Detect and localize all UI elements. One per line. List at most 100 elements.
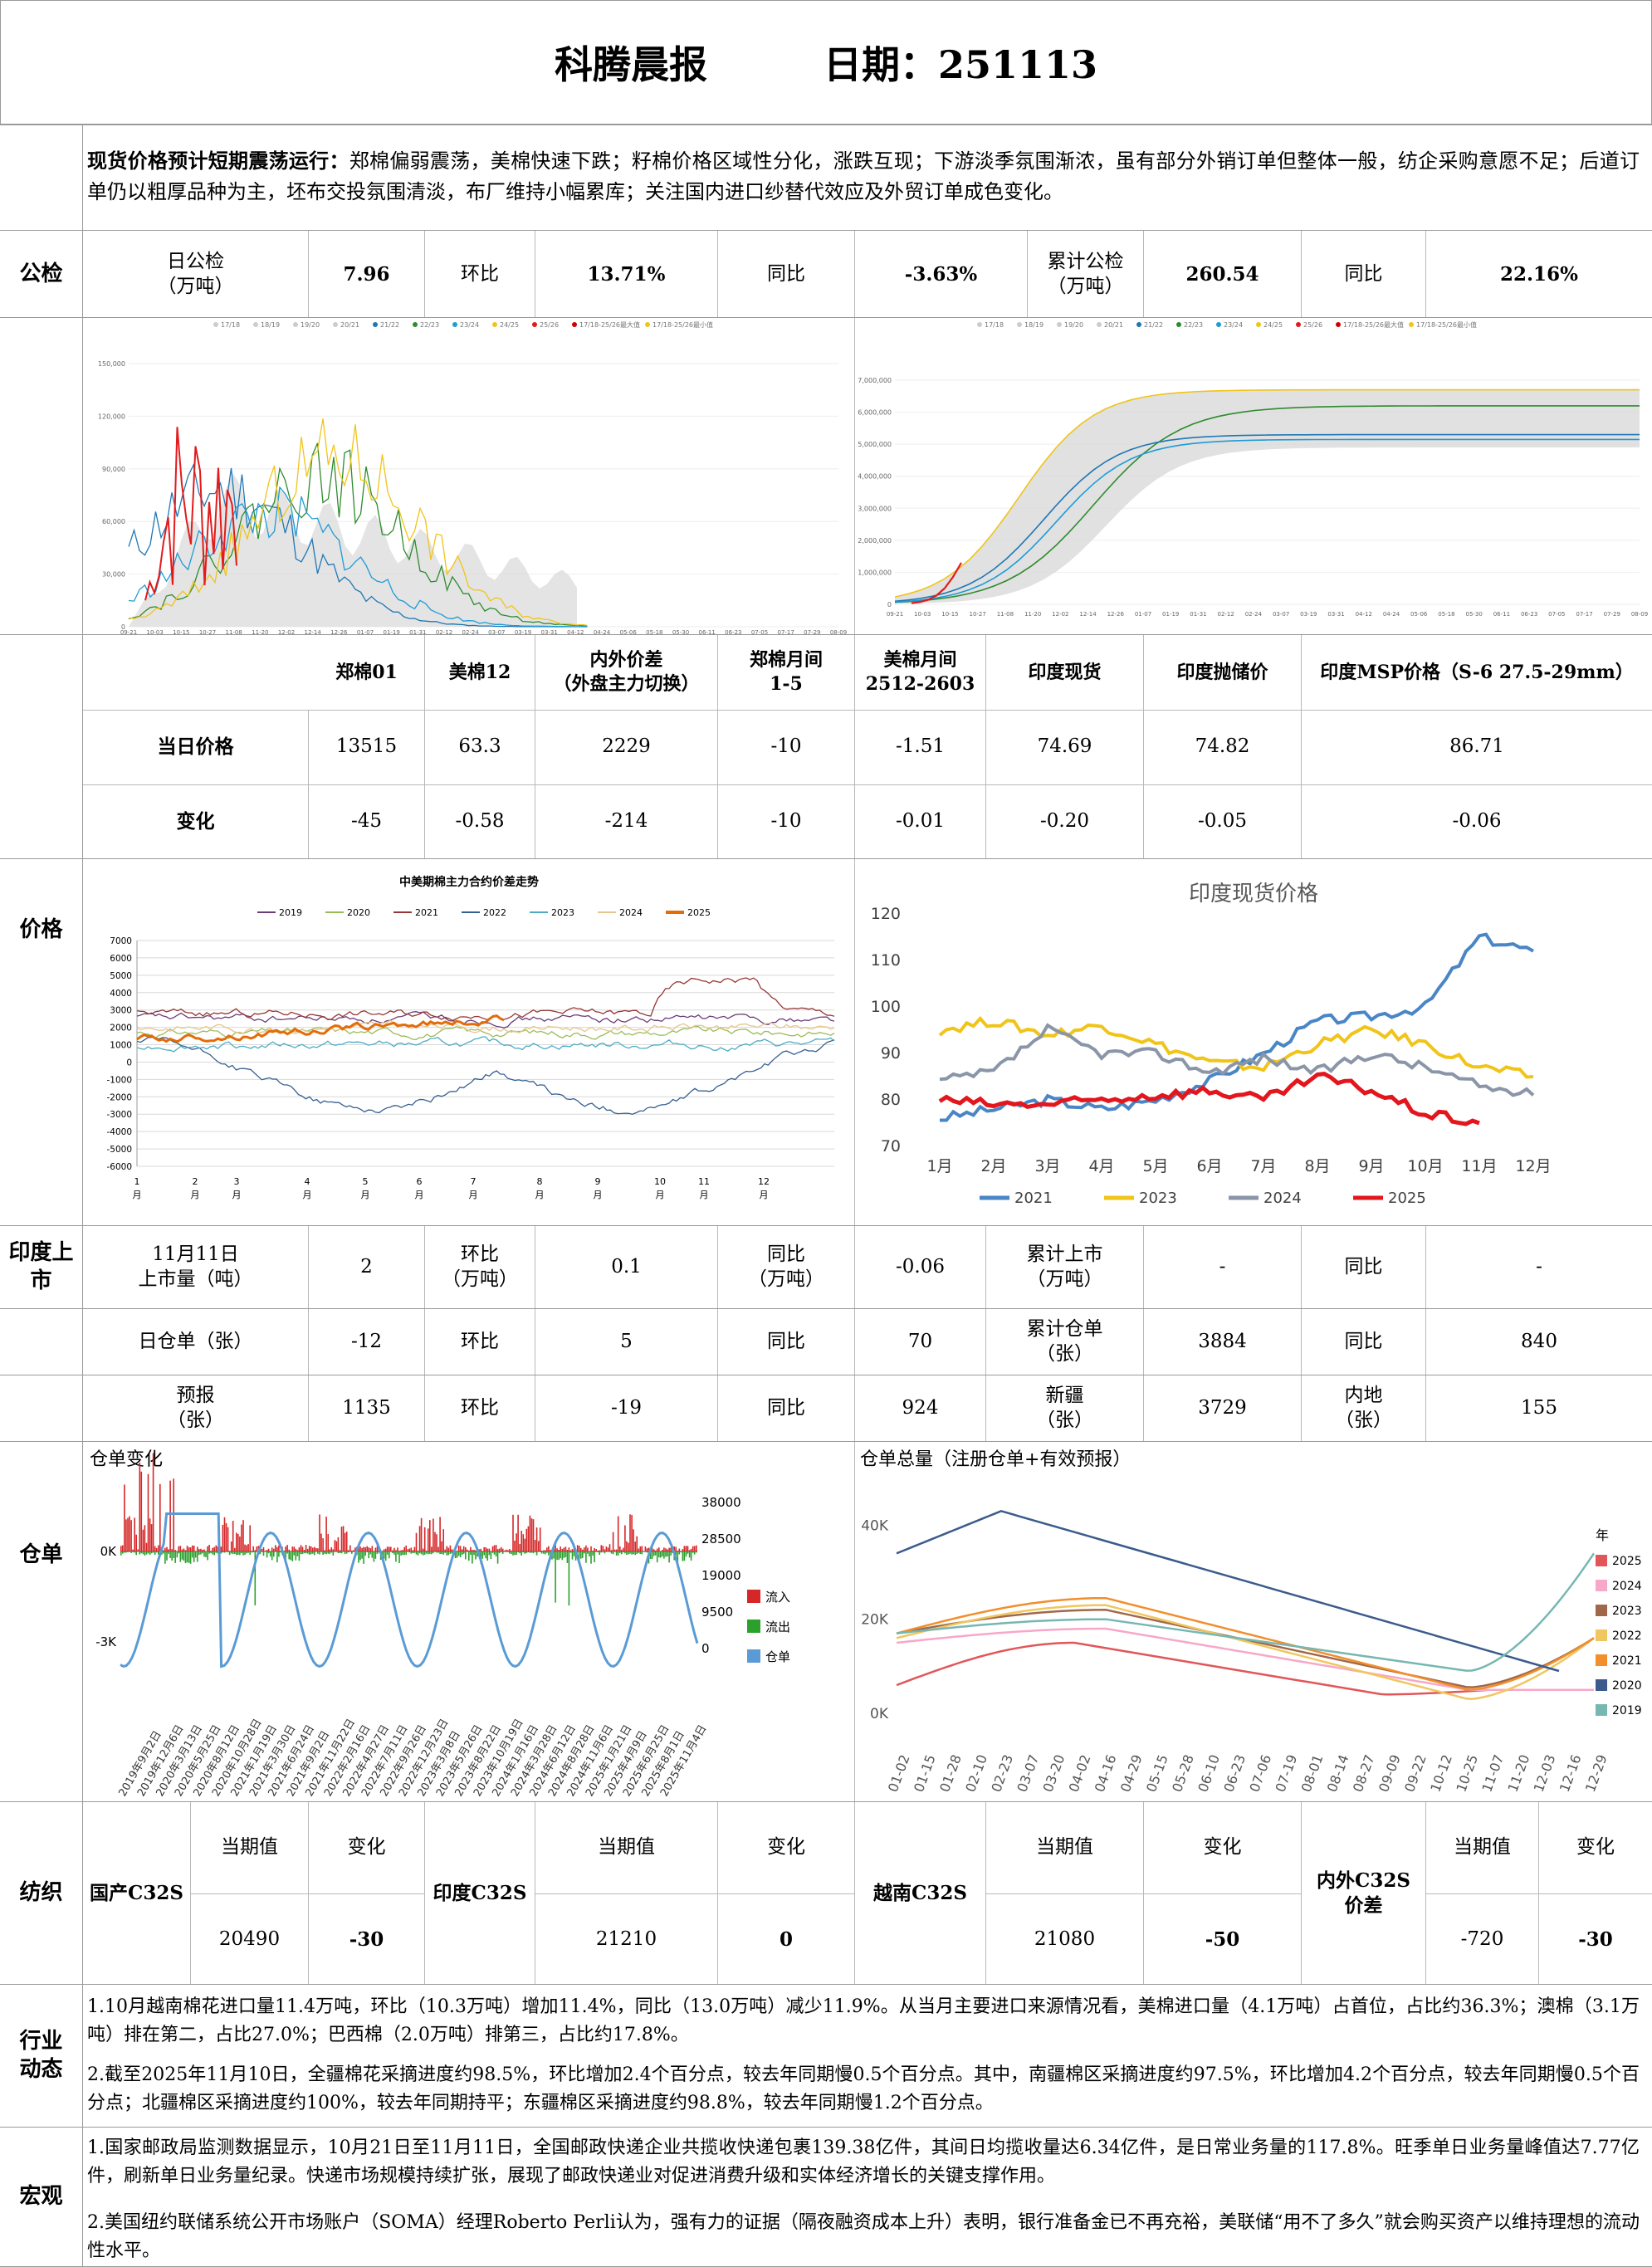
y-tick-label: -5000 [106,1145,132,1155]
inflow-bar [145,1542,148,1551]
outflow-bar [493,1551,496,1555]
inflow-bar [405,1545,407,1551]
outflow-bar [200,1551,202,1555]
cum-receipt-label: 累计仓单 （张） [986,1309,1144,1375]
outflow-bar [500,1551,502,1552]
legend-label: 2025 [687,907,711,918]
textile-change-domestic: -30 [309,1893,425,1985]
inflow-bar [595,1549,597,1551]
x-tick-label: 10-27 [969,611,985,618]
legend-label: 17/18 [985,321,1004,329]
outflow-bar [692,1551,694,1553]
x-tick-label: 08-14 [1324,1752,1352,1794]
inflow-bar [285,1546,286,1551]
inflow-bar [171,1549,173,1551]
price-charts-row: 中美期棉主力合约价差走势 2019 2020 2021 2022 2023 2024 2025… [0,858,1652,1226]
outflow-bar [490,1551,492,1560]
outflow-bar [498,1551,501,1554]
inflow-bar [693,1546,696,1551]
outflow-bar [242,1551,244,1556]
inflow-bar [446,1546,448,1551]
x-tick-label: 01-31 [1190,611,1206,618]
outflow-bar [273,1551,275,1557]
textile-cur-label-3: 当期值 [986,1802,1144,1893]
inflow-bar [154,1546,156,1551]
outflow-bar [506,1551,507,1552]
legend-label: 23/24 [460,321,479,329]
outflow-bar [485,1551,487,1559]
x-tick-label: 11-20 [1024,611,1041,618]
inflow-bar [457,1545,460,1551]
outflow-bar [656,1551,658,1563]
outflow-bar [465,1551,467,1560]
inflow-bar [506,1549,507,1551]
x-tick-label: 05-18 [646,629,662,635]
outflow-bar [553,1551,555,1559]
receipt-total-line-2023 [896,1609,1595,1688]
chart-title: 仓单总量（注册仓单+有效预报） [860,1449,1131,1470]
outflow-bar [422,1551,424,1556]
outflow-bar [293,1551,296,1556]
cumulative-yoy-value: 22.16% [1500,262,1578,286]
outflow-bar [215,1551,217,1553]
x-tick-label: 07-06 [1246,1752,1274,1794]
inflow-bar [626,1541,628,1551]
x-tick-label: 07-29 [1604,611,1620,618]
outflow-bar [125,1551,127,1553]
outflow-bar [386,1551,389,1555]
inflow-bar [179,1546,182,1551]
x-tick-label: 10月 [1407,1157,1443,1175]
inflow-bar [517,1514,519,1551]
inflow-bar [276,1546,278,1551]
y-tick-label: 2,000,000 [858,537,892,545]
outflow-bar [291,1551,294,1561]
outflow-bar [652,1551,655,1556]
price-ice-spread: -1.51 [855,710,986,784]
inflow-bar [247,1544,249,1551]
india-listing-value: 2 [309,1226,425,1309]
summary-text: 现货价格预计短期震荡运行：郑棉偏弱震荡，美棉快速下跌；籽棉价格区域性分化，涨跌互… [87,145,1640,208]
legend-marker [1296,322,1301,327]
outflow-bar [249,1551,251,1555]
outflow-bar [252,1551,254,1552]
receipt-total-svg: 仓单总量（注册仓单+有效预报）40K20K0K01-0201-1501-2802… [860,1449,1642,1794]
inflow-bar [122,1545,124,1551]
inflow-bar [582,1549,584,1551]
outflow-bar [171,1551,173,1561]
inflow-bar [589,1551,590,1552]
report-title: 科腾晨报 [554,42,707,87]
outflow-bar [164,1551,166,1564]
right-tick-label: 0 [701,1641,710,1656]
inflow-bar [184,1550,187,1551]
industry-item-2: 2.截至2025年11月10日，全疆棉花采摘进度约98.5%，环比增加2.4个百… [87,2064,1640,2114]
inflow-bar [641,1546,643,1551]
chart-title: 中美期棉主力合约价差走势 [399,875,539,889]
inflow-bar [317,1548,319,1551]
inflow-bar [485,1547,487,1551]
inflow-bar [656,1548,658,1551]
inflow-bar [308,1546,310,1551]
inflow-bar [140,1471,143,1551]
outflow-bar [667,1551,668,1556]
outflow-bar [665,1551,667,1557]
spread-chart: 中美期棉主力合约价差走势 2019 2020 2021 2022 2023 2024 2025… [83,859,855,1226]
inflow-bar [159,1483,161,1551]
legend-label: 2021 [1014,1190,1053,1207]
legend-label: 2023 [1612,1605,1642,1618]
legend-swatch [1596,1654,1607,1666]
x-tick-label: 06-23 [1220,1752,1249,1794]
inflow-bar [386,1546,389,1551]
outflow-bar [142,1551,144,1555]
inflow-bar [236,1532,237,1551]
outflow-bar [540,1551,543,1554]
inflow-bar [158,1545,159,1551]
outflow-bar [641,1551,643,1555]
x-tick-label: 01-15 [911,1752,939,1794]
inflow-bar [496,1549,499,1551]
outflow-bar [524,1551,526,1554]
outflow-bar [429,1551,431,1554]
outflow-bar [267,1551,270,1554]
receipt-total-chart: 仓单总量（注册仓单+有效预报） 40K 20K 0K 01-02 01-15 01-28 02… [855,1442,1652,1802]
price-header-spread: 内外价差 （外盘主力切换） [535,635,718,710]
inflow-bar [330,1546,333,1551]
